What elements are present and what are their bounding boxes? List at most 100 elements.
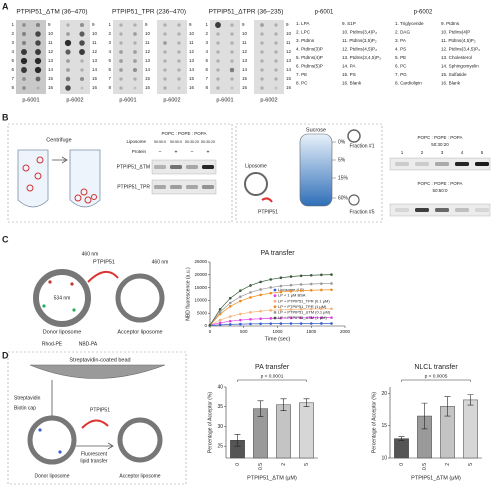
data-point (218, 318, 222, 322)
spot-number: 11 (92, 40, 97, 45)
legend-item: 5. PtdIns(4)P (296, 55, 323, 60)
band (455, 208, 469, 212)
spot (177, 50, 181, 54)
y-tick-label: 0 (204, 323, 207, 328)
spot (65, 76, 71, 82)
ratio: 50:30:20 (201, 140, 215, 144)
spot-number: 11 (48, 40, 53, 45)
gradient-label: 60% (338, 195, 349, 201)
lane-number: 4 (461, 150, 464, 155)
protein-label: PTPIP51 (93, 259, 115, 265)
data-point (269, 278, 273, 281)
y-tick-label: 30 (217, 424, 223, 430)
bar (463, 399, 478, 459)
blot (151, 159, 217, 175)
membrane (113, 20, 143, 94)
spot-number: 13 (189, 58, 195, 63)
data-point (279, 316, 283, 320)
spot (133, 86, 137, 90)
spot (22, 86, 26, 90)
blot (389, 157, 491, 171)
membrane (157, 20, 187, 94)
spot (119, 68, 123, 72)
x-axis-label: PTPIP51_ΔTM (μM) (247, 475, 297, 481)
strip-label: p-6001 (216, 97, 233, 103)
legend-item: 13. Cholesterol (441, 55, 472, 60)
data-point (239, 289, 242, 292)
spot (230, 86, 234, 90)
spot (260, 68, 264, 72)
legend-item: 2. DAG (395, 30, 410, 35)
spot (163, 41, 167, 45)
y-tick-label: 10000 (194, 298, 207, 303)
blot (151, 179, 217, 195)
spot (163, 68, 167, 72)
x-tick-label: 0 (235, 463, 241, 466)
membrane-title: PTPIP51_ΔTPR (36–235) (209, 9, 284, 16)
data-point (289, 308, 293, 311)
spot (177, 59, 181, 63)
lane-number: 5 (481, 150, 484, 155)
bar (276, 404, 291, 459)
legend-title: p-6001 (315, 10, 334, 16)
spot-number: 2 (205, 31, 208, 36)
data-point (249, 322, 252, 326)
spot-number: 11 (145, 40, 150, 45)
x-tick-label: 1500 (306, 329, 317, 334)
spot-number: 15 (286, 76, 292, 81)
gradient-label: 0% (338, 139, 346, 145)
spot-number: 13 (286, 58, 292, 63)
spot (133, 77, 137, 81)
band (395, 208, 409, 212)
chart-title: PA transfer (255, 364, 290, 371)
spot-number: 1 (11, 22, 14, 27)
x-tick-label: 2000 (340, 329, 351, 334)
protein-label: PTPIP51 (90, 407, 110, 413)
spot-number: 3 (205, 40, 208, 45)
strip-label: p-6001 (22, 97, 39, 103)
blot-row-label: PTPIP51_ΔTM (117, 164, 150, 170)
frame (235, 123, 383, 223)
spot-number: 8 (205, 85, 208, 90)
schematic-label: lipid transfer (80, 458, 108, 464)
band (202, 185, 214, 189)
spot-number: 12 (286, 49, 292, 54)
spot (119, 59, 123, 63)
spot-number: 11 (242, 40, 247, 45)
data-point (289, 283, 293, 287)
spot (177, 86, 181, 90)
legend-label: LP + PTPIP51_TPR (1 μM) (278, 304, 327, 309)
data-point (239, 322, 242, 326)
data-point (259, 280, 262, 284)
y-tick-label: 20000 (194, 272, 207, 277)
data-point (218, 307, 222, 311)
data-point (299, 316, 303, 320)
spot (21, 67, 27, 73)
legend-item: 7. PE (296, 72, 307, 77)
y-tick-label: 35 (217, 404, 223, 410)
membrane (210, 20, 240, 94)
legend-item: 13. PtdIns(3,4,5)P₃ (342, 55, 381, 60)
legend-item: 10. PtdIns(3,4)P₂ (342, 30, 377, 35)
legend-item: 3. PA (395, 38, 407, 43)
spot (119, 86, 123, 90)
spot-number: 15 (145, 76, 151, 81)
legend-item: 4. PS (395, 47, 406, 52)
strip-label: p-6001 (119, 97, 136, 103)
spot-number: 1 (108, 22, 111, 27)
flotation-schematic (244, 129, 361, 207)
x-tick-label: 0.5 (422, 463, 428, 470)
spot (35, 40, 41, 46)
data-point (299, 322, 303, 325)
probe-label: Rhod-PE (42, 341, 63, 347)
spot-number: 10 (48, 31, 54, 36)
y-tick-label: 15 (381, 423, 387, 429)
legend-label: Liposome (LP) (278, 287, 305, 292)
band (475, 162, 489, 166)
legend-item: 9. PtdIns (441, 21, 460, 26)
spot-number: 10 (92, 31, 98, 36)
x-axis-label: Time (sec) (265, 336, 291, 342)
legend-item: 10. PtdIns(4)P (441, 30, 470, 35)
data-point (208, 323, 212, 327)
protein-sign: − (190, 149, 193, 155)
